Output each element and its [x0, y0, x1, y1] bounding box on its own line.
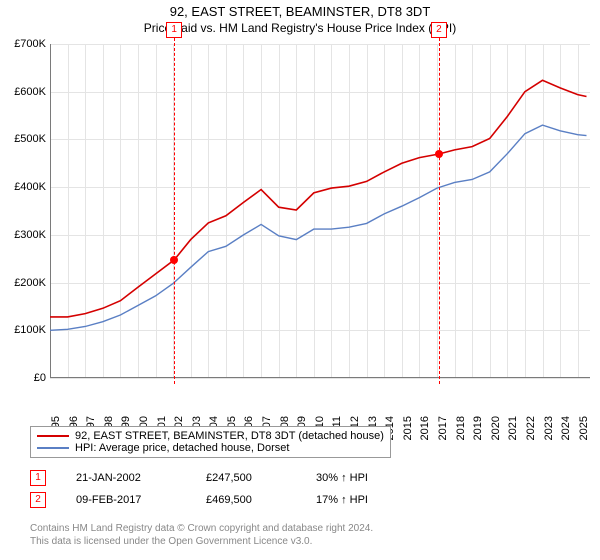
- x-tick-label: 2025: [578, 416, 590, 440]
- gridline-h: [50, 378, 590, 379]
- y-tick-label: £700K: [14, 38, 46, 50]
- y-tick-label: £400K: [14, 181, 46, 193]
- legend-row: 92, EAST STREET, BEAMINSTER, DT8 3DT (de…: [37, 430, 384, 442]
- y-tick-label: £500K: [14, 133, 46, 145]
- footnote-line2: This data is licensed under the Open Gov…: [30, 536, 312, 547]
- series-hpi: [50, 125, 587, 330]
- x-tick-label: 2021: [507, 416, 519, 440]
- y-tick-label: £600K: [14, 86, 46, 98]
- legend-swatch: [37, 447, 69, 449]
- transaction-price: £247,500: [206, 472, 286, 484]
- x-tick-label: 2020: [490, 416, 502, 440]
- legend-swatch: [37, 435, 69, 437]
- chart-subtitle: Price paid vs. HM Land Registry's House …: [0, 21, 600, 35]
- x-tick-label: 2022: [525, 416, 537, 440]
- marker-dot: [170, 256, 178, 264]
- plot-area: £0£100K£200K£300K£400K£500K£600K£700K199…: [50, 44, 590, 378]
- marker-line: [439, 38, 440, 384]
- legend-row: HPI: Average price, detached house, Dors…: [37, 442, 384, 454]
- x-tick-label: 2018: [455, 416, 467, 440]
- chart-lines: [50, 44, 590, 378]
- legend-label: 92, EAST STREET, BEAMINSTER, DT8 3DT (de…: [75, 430, 384, 442]
- footnote-line1: Contains HM Land Registry data © Crown c…: [30, 523, 373, 534]
- y-tick-label: £300K: [14, 229, 46, 241]
- transaction-delta: 17% ↑ HPI: [316, 494, 368, 506]
- y-tick-label: £100K: [14, 324, 46, 336]
- legend-label: HPI: Average price, detached house, Dors…: [75, 442, 289, 454]
- transaction-badge: 1: [30, 470, 46, 486]
- marker-dot: [435, 150, 443, 158]
- transaction-date: 09-FEB-2017: [76, 494, 176, 506]
- x-tick-label: 2016: [419, 416, 431, 440]
- x-tick-label: 2024: [560, 416, 572, 440]
- x-tick-label: 2023: [543, 416, 555, 440]
- footnote: Contains HM Land Registry data © Crown c…: [30, 522, 373, 548]
- transaction-badge: 2: [30, 492, 46, 508]
- transaction-date: 21-JAN-2002: [76, 472, 176, 484]
- y-tick-label: £200K: [14, 277, 46, 289]
- chart-title: 92, EAST STREET, BEAMINSTER, DT8 3DT: [0, 0, 600, 19]
- series-price_paid: [50, 80, 587, 317]
- x-tick-label: 2015: [402, 416, 414, 440]
- legend: 92, EAST STREET, BEAMINSTER, DT8 3DT (de…: [30, 426, 391, 458]
- x-tick-label: 2017: [437, 416, 449, 440]
- marker-badge: 2: [431, 22, 447, 38]
- transaction-delta: 30% ↑ HPI: [316, 472, 368, 484]
- marker-line: [174, 38, 175, 384]
- transaction-row: 2 09-FEB-2017 £469,500 17% ↑ HPI: [30, 492, 368, 508]
- marker-badge: 1: [166, 22, 182, 38]
- x-tick-label: 2019: [472, 416, 484, 440]
- transaction-row: 1 21-JAN-2002 £247,500 30% ↑ HPI: [30, 470, 368, 486]
- y-tick-label: £0: [34, 372, 46, 384]
- transaction-price: £469,500: [206, 494, 286, 506]
